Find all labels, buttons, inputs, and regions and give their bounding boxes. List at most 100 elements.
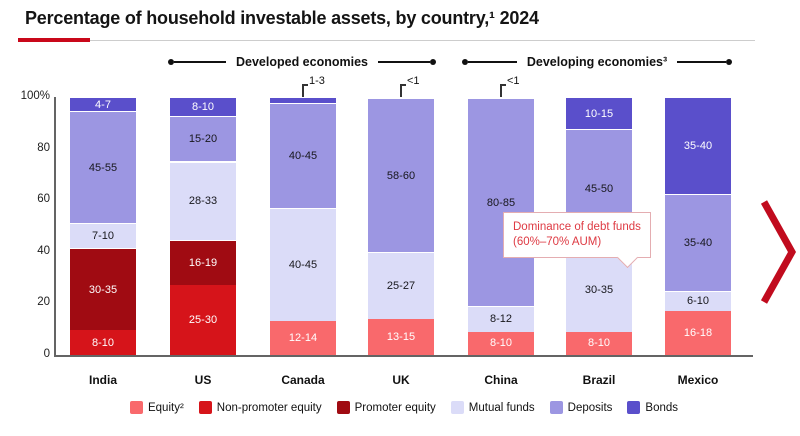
category-label: Brazil [582,373,616,387]
category-label: Canada [281,373,325,387]
next-chevron-icon [760,200,797,304]
segment-label: 40-45 [288,150,318,163]
segment-label: 40-45 [288,259,318,272]
y-axis-tick-label: 40 [37,244,50,257]
legend-item: Equity² [129,401,184,414]
segment-label: 80-85 [486,196,516,209]
legend-label: Deposits [567,401,613,414]
segment-bonds [368,97,434,99]
segment-mutual_funds: 28-33 [170,161,236,241]
segment-bonds: 10-15 [566,97,632,130]
legend-swatch [336,401,350,414]
page-title: Percentage of household investable asset… [25,8,539,28]
legend-label: Non-promoter equity [216,401,322,414]
segment-equity: 12-14 [270,321,336,355]
segment-equity: 8-10 [566,331,632,355]
segment-equity: 13-15 [368,318,434,355]
segment-deposits: 35-40 [665,193,731,291]
segment-callout-label: <1 [407,75,420,87]
segment-callout-label: 1-3 [309,75,325,87]
legend-label: Bonds [645,401,679,414]
callout-connector-line [500,84,502,97]
segment-mutual_funds: 7-10 [70,223,136,248]
legend-swatch [627,401,641,414]
segment-label: 25-30 [188,314,218,327]
annotation-text: Dominance of debt funds (60%–70% AUM) [513,221,641,249]
bullet-dot-icon [462,59,468,65]
legend-item: Non-promoter equity [198,401,322,414]
legend-swatch [450,401,464,414]
segment-non_promoter_equity: 8-10 [70,330,136,355]
segment-label: 30-35 [88,283,118,296]
y-axis-tick-label: 60 [37,193,50,206]
legend-label: Equity² [147,401,184,414]
segment-deposits: 58-60 [368,98,434,252]
bullet-dot-icon [430,59,436,65]
segment-label: 7-10 [91,230,115,243]
segment-label: 35-40 [683,139,713,152]
segment-deposits: 15-20 [170,116,236,162]
segment-label: 8-10 [587,337,611,350]
segment-label: 58-60 [386,169,416,182]
segment-label: 45-55 [88,161,118,174]
segment-label: 8-10 [91,336,115,349]
group-header-developed: Developed economies [168,55,436,69]
y-axis-line [54,97,56,355]
segment-label: 8-12 [489,313,513,326]
segment-deposits: 45-55 [70,111,136,224]
legend-item: Promoter equity [336,401,436,414]
segment-bonds [468,97,534,99]
group-line [677,61,726,63]
segment-label: 13-15 [386,330,416,343]
segment-label: 16-19 [188,257,218,270]
segment-mutual_funds: 40-45 [270,207,336,322]
group-line [174,61,226,63]
segment-equity: 8-10 [468,331,534,355]
segment-label: 8-10 [489,337,513,350]
segment-callout-label: <1 [507,75,520,87]
callout-connector-line [303,84,308,86]
segment-label: 28-33 [188,195,218,208]
segment-label: 15-20 [188,133,218,146]
y-axis-tick-label: 80 [37,141,50,154]
callout-connector-line [400,84,402,97]
segment-label: 12-14 [288,332,318,345]
legend-swatch [129,401,143,414]
y-axis-tick-label: 100% [20,90,50,102]
group-label: Developed economies [236,55,368,69]
x-axis-line [54,355,753,357]
segment-label: 45-50 [584,183,614,196]
segment-equity: 16-18 [665,311,731,355]
category-label: UK [392,373,410,387]
category-label: Mexico [677,373,719,387]
segment-bonds: 8-10 [170,97,236,117]
segment-promoter_equity: 16-19 [170,240,236,286]
chart-legend: Equity² Non-promoter equity Promoter equit… [54,401,754,414]
segment-label: 35-40 [683,236,713,249]
annotation-callout: Dominance of debt funds (60%–70% AUM) [503,212,651,269]
segment-label: 8-10 [191,101,215,114]
legend-item: Bonds [627,401,678,414]
y-axis-tick-label: 20 [37,296,50,309]
title-accent-bar [18,38,90,42]
callout-connector-line [501,84,506,86]
segment-bonds: 35-40 [665,97,731,194]
segment-mutual_funds: 25-27 [368,251,434,319]
callout-connector-line [302,84,304,97]
segment-label: 4-7 [95,98,111,111]
legend-item: Mutual funds [450,401,535,414]
segment-non_promoter_equity: 25-30 [170,285,236,355]
segment-promoter_equity: 30-35 [70,247,136,331]
category-label: India [88,373,117,387]
legend-swatch [198,401,212,414]
y-axis-tick-label: 0 [43,348,50,360]
segment-mutual_funds: 8-12 [468,305,534,332]
segment-label: 10-15 [584,107,614,120]
group-label: Developing economies³ [526,55,668,69]
segment-deposits: 40-45 [270,103,336,208]
segment-label: 25-27 [386,279,416,292]
group-header-developing: Developing economies³ [462,55,732,69]
legend-label: Mutual funds [468,401,535,414]
legend-label: Promoter equity [354,401,436,414]
